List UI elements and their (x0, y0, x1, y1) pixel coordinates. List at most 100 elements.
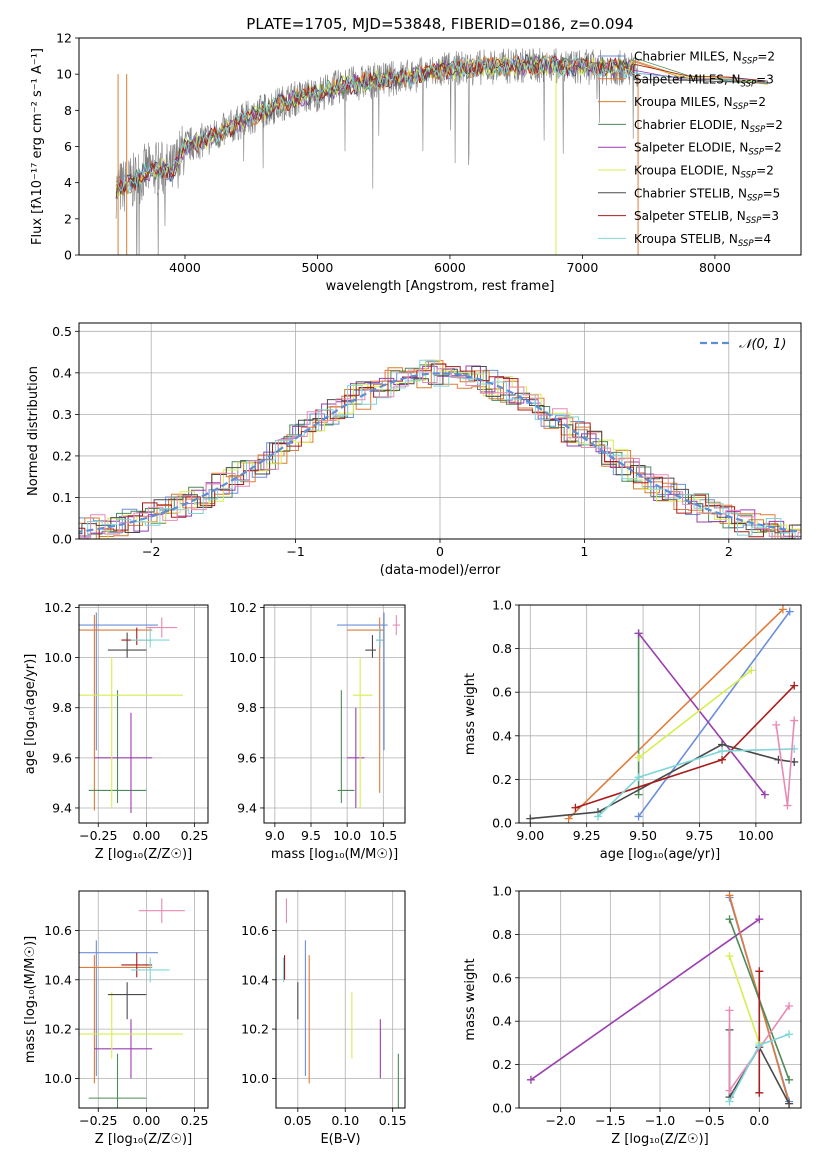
series-salpeter-elodie (526, 915, 764, 1084)
legend-label: Salpeter ELODIE, NSSP=2 (634, 141, 782, 158)
data-point (755, 915, 764, 924)
y-tick-label: 9.4 (237, 800, 257, 815)
x-tick-label: −1.0 (645, 1113, 675, 1128)
data-point (564, 814, 573, 823)
data-point (526, 1075, 535, 1084)
x-axis-label: mass [log₁₀(M/M☉)] (271, 847, 398, 862)
data-point (634, 753, 643, 762)
legend-label: Kroupa STELIB, NSSP=4 (634, 232, 771, 249)
legend-label-text: Kroupa ELODIE, N (634, 164, 741, 178)
data-point (755, 967, 764, 976)
y-tick-label: 4 (64, 175, 72, 190)
data-point (755, 1088, 764, 1097)
data-point (718, 755, 727, 764)
plot-area (115, 47, 768, 255)
x-tick-label: −0.5 (694, 1113, 724, 1128)
legend-label-value: =2 (765, 118, 783, 132)
data-point (725, 891, 734, 900)
data-point (760, 790, 769, 799)
x-tick-label: 10.0 (333, 828, 361, 843)
legend-label-text: Kroupa MILES, N (634, 95, 733, 109)
series-line (637, 611, 791, 817)
y-axis-label: mass weight (463, 958, 478, 1040)
model-spectrum-kroupa-stelib (115, 55, 768, 194)
series-kroupa-stelib (725, 1030, 794, 1106)
y-tick-label: 0.6 (492, 685, 512, 700)
x-tick-label: 0 (436, 544, 444, 559)
panel-age-vs-mass: 9.0 9.5 10.0 10.5 9.4 9.6 9.8 10.0 10.2 mass [log… (229, 600, 406, 862)
y-tick-label: 10 (56, 67, 72, 82)
legend-label-value: =2 (756, 164, 774, 178)
x-tick-label: 4000 (169, 260, 201, 275)
legend-label-subscript: SSP (747, 193, 763, 203)
series-line (530, 918, 760, 1081)
y-tick-label: 10.2 (241, 1022, 269, 1037)
x-tick-label: 0.15 (379, 1113, 407, 1128)
legend-label: Kroupa ELODIE, NSSP=2 (634, 164, 774, 181)
panel-residuals: −2 −1 0 1 2 0.0 0.1 0.2 0.3 0.4 0.5 (data-model)/er… (26, 322, 802, 578)
legend-label-subscript: SSP (750, 125, 766, 135)
series-kroupa-elodie (725, 952, 764, 1047)
data-point (785, 1002, 794, 1011)
data-point (634, 812, 643, 821)
panel-spectrum: 4000 5000 6000 7000 8000 0 2 4 6 8 10 12 wavelength … (30, 31, 802, 294)
x-axis-label: age [log₁₀(age/yr)] (600, 847, 721, 862)
x-tick-label: 0.00 (132, 1113, 160, 1128)
series-chabrier-miles (634, 607, 794, 821)
y-axis-label: mass [log₁₀(M/M☉)] (23, 936, 38, 1063)
data-point (571, 803, 580, 812)
x-tick-label: 9.0 (265, 828, 285, 843)
x-tick-label: 6000 (434, 260, 466, 275)
error-bar-point (121, 952, 153, 978)
plot-area (526, 605, 799, 823)
legend-label-subscript: SSP (738, 239, 754, 249)
error-bar-point (79, 615, 153, 811)
x-tick-label: 0.10 (331, 1113, 359, 1128)
x-tick-label: 0.25 (181, 1113, 209, 1128)
series-salpeter-elodie (634, 629, 769, 799)
legend-label-text: Chabrier ELODIE, N (634, 118, 750, 132)
legend-label-text: Chabrier MILES, N (634, 50, 742, 64)
axes-frame (263, 604, 406, 824)
series-pink (772, 716, 799, 810)
histogram-pink (79, 368, 801, 539)
x-tick-label: 9.25 (573, 828, 601, 843)
y-tick-label: 10.2 (44, 600, 72, 615)
x-axis-label: E(B-V) (320, 1132, 360, 1147)
error-bar-point (79, 992, 183, 1059)
error-bar-point (79, 657, 183, 808)
y-axis-label: mass weight (463, 673, 478, 755)
plot-area (526, 891, 794, 1108)
legend-label-text: Chabrier STELIB, N (634, 186, 747, 200)
error-bar-point (347, 707, 365, 808)
axes-frame (78, 604, 209, 824)
legend-label: Salpeter STELIB, NSSP=3 (634, 209, 779, 226)
data-point (593, 812, 602, 821)
y-tick-label: 10.2 (44, 1022, 72, 1037)
y-axis-label: Normed distribution (26, 366, 41, 496)
legend-label-value: =2 (764, 141, 782, 155)
x-tick-label: −1.5 (595, 1113, 625, 1128)
y-tick-label: 10.6 (241, 923, 269, 938)
x-tick-label: −0.25 (79, 828, 117, 843)
y-tick-label: 0.3 (52, 407, 72, 422)
y-tick-label: 10.0 (44, 1071, 72, 1086)
legend-label-value: =5 (763, 186, 781, 200)
data-point (725, 915, 734, 924)
x-tick-label: 10.00 (738, 828, 774, 843)
x-tick-label: −1 (286, 544, 304, 559)
data-point (634, 790, 643, 799)
series-line (638, 669, 752, 759)
panel-age-vs-Z: −0.25 0.00 0.25 9.4 9.6 9.8 10.0 10.2 Z [log₁₀(Z… (23, 600, 209, 862)
legend-label-subscript: SSP (733, 102, 749, 112)
x-tick-label: 0.25 (181, 828, 209, 843)
data-point (526, 814, 535, 823)
legend-label: Chabrier STELIB, NSSP=5 (634, 186, 780, 203)
y-tick-label: 10.0 (241, 1071, 269, 1086)
error-bar-point (347, 617, 384, 793)
data-point (634, 773, 643, 782)
y-tick-label: 10.4 (44, 972, 72, 987)
y-tick-label: 9.4 (52, 800, 72, 815)
x-tick-label: 5000 (302, 260, 334, 275)
